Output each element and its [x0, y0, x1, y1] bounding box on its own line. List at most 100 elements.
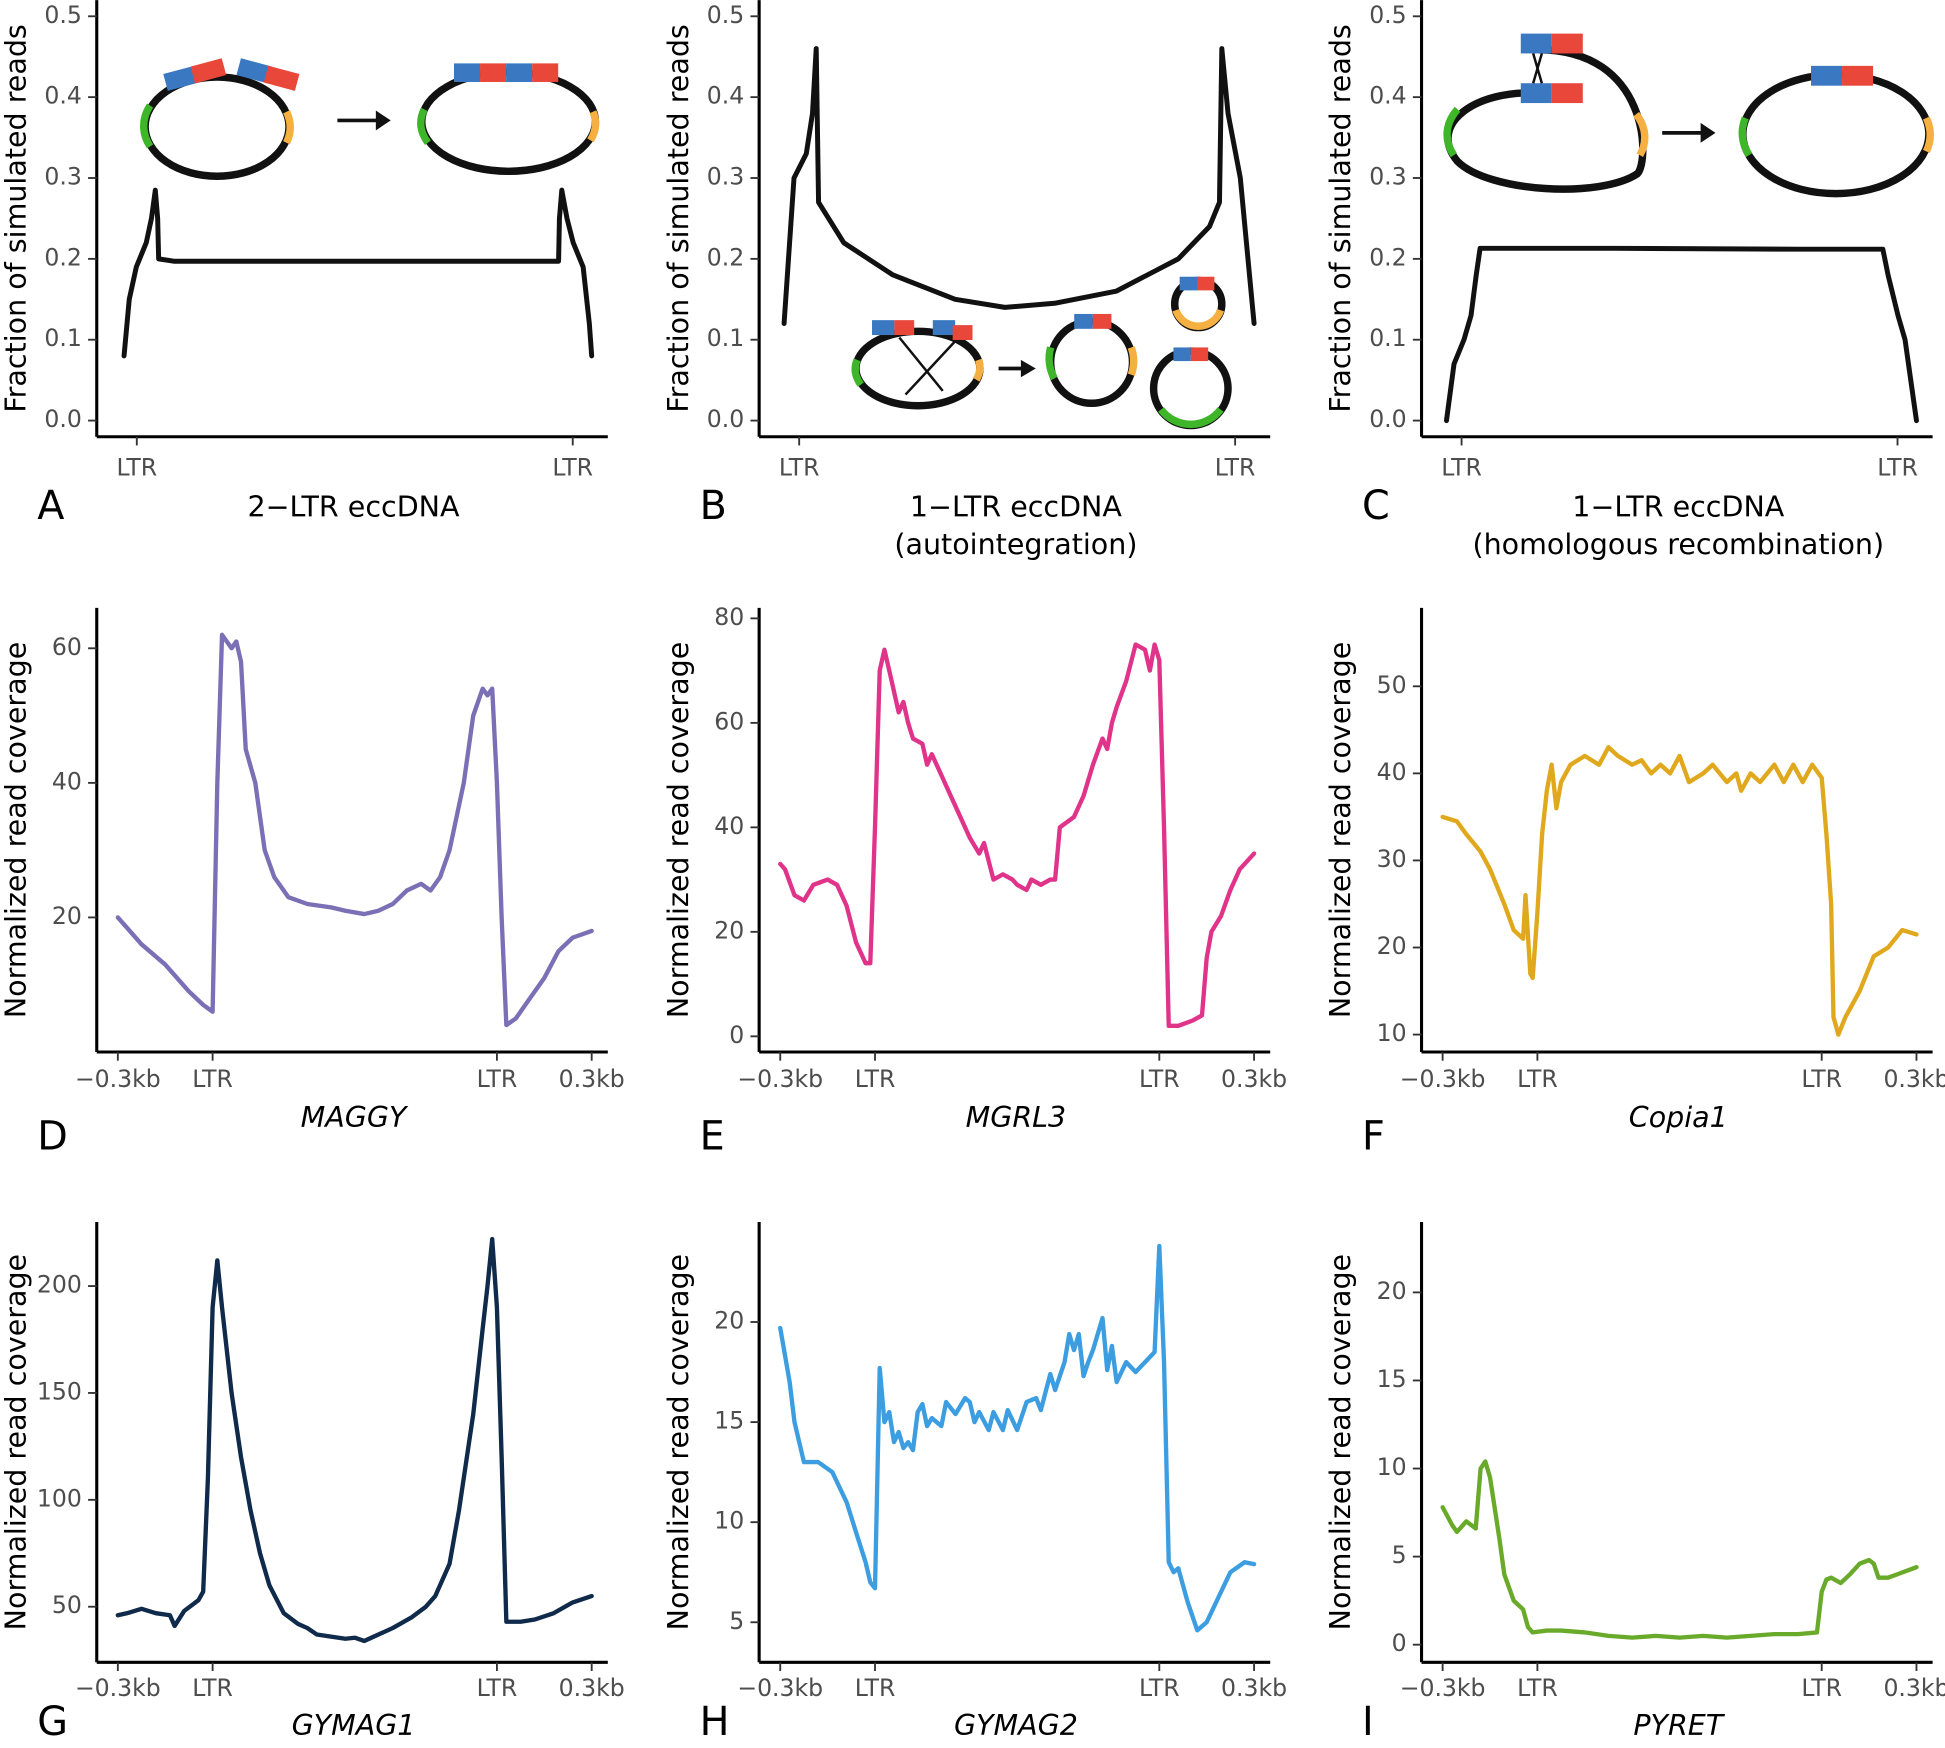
y-tick-label: 150: [37, 1377, 82, 1405]
panel-letter: G: [37, 1699, 68, 1745]
panel-letter: C: [1362, 483, 1390, 529]
y-tick-label: 20: [714, 916, 744, 944]
x-axis-title: PYRET: [1633, 1709, 1725, 1742]
y-tick-label: 60: [714, 707, 744, 735]
x-axis-title: MGRL3: [966, 1101, 1067, 1134]
x-axis-title: Copia1: [1629, 1101, 1728, 1134]
x-tick-label: LTR: [116, 453, 157, 481]
x-axis-title: 2−LTR eccDNA: [248, 491, 460, 524]
y-axis-title: Fraction of simulated reads: [1324, 24, 1357, 412]
y-tick-label: 0: [729, 1021, 744, 1049]
panel-letter: E: [700, 1113, 725, 1159]
data-line: [115, 632, 594, 1028]
y-tick-label: 40: [1377, 758, 1407, 786]
y-tick-label: 5: [1392, 1541, 1407, 1569]
y-axis-title: Fraction of simulated reads: [0, 24, 32, 412]
y-axis-title: Normalized read coverage: [662, 1254, 695, 1630]
x-tick-label: LTR: [1517, 1674, 1558, 1702]
x-tick-label: −0.3kb: [75, 1065, 161, 1093]
x-tick-label: 0.3kb: [559, 1674, 625, 1702]
y-tick-label: 10: [714, 1507, 744, 1535]
x-tick-label: 0.3kb: [1221, 1674, 1287, 1702]
x-tick-label: 0.3kb: [1883, 1065, 1945, 1093]
y-tick-label: 0.2: [44, 243, 81, 271]
y-tick-label: 40: [714, 812, 744, 840]
y-axis-title: Normalized read coverage: [1324, 642, 1357, 1018]
x-tick-label: LTR: [779, 453, 820, 481]
y-tick-label: 0.5: [44, 1, 81, 29]
y-tick-label: 0.1: [1369, 324, 1406, 352]
y-tick-label: 20: [52, 902, 82, 930]
y-tick-label: 200: [37, 1271, 82, 1299]
data-line: [778, 1243, 1257, 1633]
x-axis-title: 1−LTR eccDNA: [1572, 491, 1784, 524]
y-tick-label: 10: [1377, 1019, 1407, 1047]
x-axis-title: GYMAG1: [292, 1709, 416, 1742]
x-tick-label: LTR: [1441, 453, 1482, 481]
y-tick-label: 0: [1392, 1629, 1407, 1657]
x-tick-label: LTR: [855, 1065, 896, 1093]
panel: 0.0 0.1 0.2 0.3 0.4 0.5 LTR LTR Fraction of simu…: [662, 0, 1271, 561]
panel-letter: I: [1362, 1699, 1374, 1745]
y-axis-title: Normalized read coverage: [1324, 1254, 1357, 1630]
data-line: [781, 46, 1257, 326]
y-tick-label: 15: [714, 1407, 744, 1435]
x-tick-label: 0.3kb: [1221, 1065, 1287, 1093]
y-axis-title: Normalized read coverage: [0, 1254, 32, 1630]
x-tick-label: −0.3kb: [737, 1674, 823, 1702]
panel: 5 10 15 20 −0.3kb LTR LTR 0.3kb Normalized read …: [662, 1221, 1287, 1745]
y-axis-title: Normalized read coverage: [0, 642, 32, 1018]
data-line: [1440, 745, 1919, 1037]
panel: 50 100 150 200 −0.3kb LTR LTR 0.3kb Normalized r…: [0, 1221, 625, 1745]
y-axis-title: Fraction of simulated reads: [662, 24, 695, 412]
x-tick-label: LTR: [1139, 1065, 1180, 1093]
panel-letter: A: [37, 483, 64, 529]
y-tick-label: 0.3: [44, 163, 81, 191]
y-tick-label: 0.3: [1369, 163, 1406, 191]
y-tick-label: 40: [52, 767, 82, 795]
x-tick-label: −0.3kb: [737, 1065, 823, 1093]
y-tick-label: 0.0: [707, 405, 744, 433]
y-tick-label: 20: [1377, 1277, 1407, 1305]
y-tick-label: 60: [52, 633, 82, 661]
x-tick-label: LTR: [1801, 1674, 1842, 1702]
x-tick-label: LTR: [192, 1674, 233, 1702]
y-tick-label: 0.5: [1369, 1, 1406, 29]
data-line: [121, 187, 595, 359]
y-axis-title: Normalized read coverage: [662, 642, 695, 1018]
x-tick-label: LTR: [1215, 453, 1256, 481]
x-axis-title: 1−LTR eccDNA: [910, 491, 1122, 524]
schematic: [140, 33, 1934, 430]
x-tick-label: LTR: [192, 1065, 233, 1093]
x-axis-title: GYMAG2: [954, 1709, 1078, 1742]
data-line: [778, 642, 1257, 1028]
y-tick-label: 20: [1377, 932, 1407, 960]
y-tick-label: 0.4: [1369, 82, 1406, 110]
x-tick-label: LTR: [1517, 1065, 1558, 1093]
x-tick-label: LTR: [477, 1674, 518, 1702]
y-tick-label: 20: [714, 1307, 744, 1335]
y-tick-label: 0.1: [44, 324, 81, 352]
y-tick-label: 0.3: [707, 163, 744, 191]
y-tick-label: 100: [37, 1484, 82, 1512]
x-axis-title: (homologous recombination): [1472, 528, 1884, 561]
panel: 0 20 40 60 80 −0.3kb LTR LTR 0.3kb Normalized rea…: [662, 603, 1287, 1159]
panel: 20 40 60 −0.3kb LTR LTR 0.3kb Normalized read c…: [0, 607, 625, 1159]
y-tick-label: 0.5: [707, 1, 744, 29]
y-tick-label: 80: [714, 603, 744, 631]
panel: 0.0 0.1 0.2 0.3 0.4 0.5 LTR LTR Fraction of simu…: [1324, 0, 1933, 561]
y-tick-label: 0.0: [1369, 405, 1406, 433]
x-tick-label: 0.3kb: [559, 1065, 625, 1093]
y-tick-label: 0.4: [707, 82, 744, 110]
x-tick-label: LTR: [1801, 1065, 1842, 1093]
y-tick-label: 0.2: [707, 243, 744, 271]
x-tick-label: LTR: [1877, 453, 1918, 481]
y-tick-label: 0.0: [44, 405, 81, 433]
x-tick-label: −0.3kb: [75, 1674, 161, 1702]
y-tick-label: 15: [1377, 1365, 1407, 1393]
x-tick-label: LTR: [1139, 1674, 1180, 1702]
x-tick-label: −0.3kb: [1400, 1674, 1486, 1702]
panel-letter: D: [37, 1113, 68, 1159]
data-line: [115, 1236, 594, 1644]
